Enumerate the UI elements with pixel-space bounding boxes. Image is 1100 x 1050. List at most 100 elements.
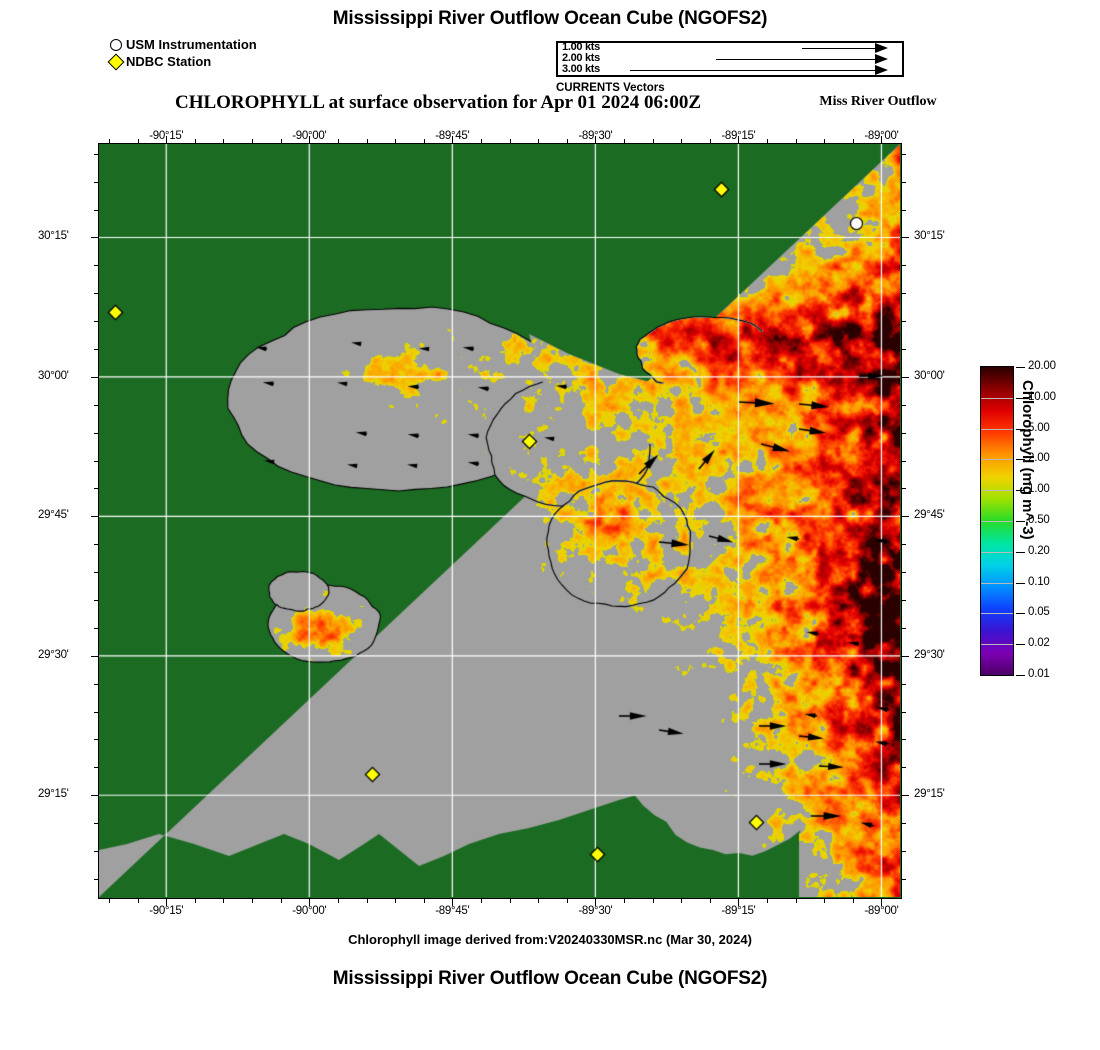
axis-tick [881,136,883,143]
axis-tick [881,899,883,906]
lat-axis-label: 29°15' [914,788,945,801]
axis-tick [902,293,906,295]
axis-tick [902,683,906,685]
axis-tick [337,899,339,903]
axis-tick [902,544,906,546]
axis-tick [738,899,740,906]
axis-tick [91,376,98,378]
axis-tick [902,321,906,323]
lon-axis-label: -89°45' [435,130,470,142]
colorbar-separator [981,551,1013,553]
axis-tick [902,460,906,462]
vector-legend-row-3: 3.00 kts [558,63,902,76]
colorbar-separator [981,521,1013,522]
axis-tick [252,899,254,903]
colorbar-separator [981,613,1013,615]
lat-axis-label: 29°30' [914,648,945,661]
colorbar-separator [981,428,1013,430]
lon-axis-label: -89°00' [864,130,899,142]
axis-tick [902,376,909,378]
axis-tick [452,899,454,906]
currents-vector-legend: 1.00 kts 2.00 kts 3.00 kts [556,41,904,77]
axis-tick [194,899,196,903]
axis-tick [166,136,168,143]
vector-shaft-icon [716,59,875,60]
axis-tick [166,899,168,906]
axis-tick [709,899,711,903]
chlorophyll-raster [99,144,900,897]
lat-axis-label: 30°15' [914,230,945,243]
vector-legend-label-3: 3.00 kts [562,63,600,75]
colorbar-tick [1016,675,1025,676]
axis-tick [623,899,625,903]
vector-legend-label-1: 1.00 kts [562,41,600,53]
vector-shaft-icon [630,70,875,71]
vector-arrowhead-icon [875,65,888,75]
axis-tick [795,899,797,903]
axis-tick [366,899,368,903]
axis-tick [902,516,909,518]
vector-legend-label-2: 2.00 kts [562,52,600,64]
colorbar-axis-label: Chlorophyll (mg m^-3) [1019,380,1036,540]
axis-tick [902,739,906,741]
axis-tick [423,899,425,903]
source-caption: Chlorophyll image derived from:V20240330… [348,932,752,947]
lon-axis-label: -89°30' [578,905,613,917]
axis-tick [902,878,906,880]
colorbar-separator [981,582,1013,584]
axis-tick [223,899,225,903]
axis-tick [902,181,906,183]
axis-tick [395,899,397,903]
colorbar-separator [981,490,1013,492]
axis-tick [902,237,909,239]
vector-arrowhead-icon [875,43,888,53]
lat-axis-label: 29°30' [38,648,69,661]
lat-axis-label: 29°15' [38,788,69,801]
colorbar-tick-label: 0.01 [1028,668,1050,680]
colorbar-separator [981,644,1013,646]
lon-axis-label: -89°30' [578,130,613,142]
axis-tick [309,136,311,143]
axis-tick [902,627,906,629]
lon-axis-label: -90°00' [292,130,327,142]
axis-tick [738,136,740,143]
legend-item-ndbc: NDBC Station [107,53,340,70]
subtitle-row: CHLOROPHYLL at surface observation for A… [98,92,937,114]
axis-tick [852,899,854,903]
colorbar-separator [981,459,1013,461]
axis-tick [280,899,282,903]
axis-tick [767,899,769,903]
lat-axis-label: 29°45' [914,509,945,522]
axis-tick [681,899,683,903]
legend-label-usm: USM Instrumentation [126,37,257,52]
axis-tick [902,823,906,825]
axis-tick [91,237,98,239]
vector-shaft-icon [802,48,875,49]
colorbar-tick-label: 20.00 [1028,360,1056,372]
lat-axis-label: 30°00' [38,369,69,382]
currents-legend-caption: CURRENTS Vectors [556,82,665,94]
axis-tick [480,899,482,903]
axis-tick [595,899,597,906]
axis-tick [309,899,311,906]
axis-tick [91,516,98,518]
lon-axis-label: -90°15' [149,905,184,917]
axis-tick [509,899,511,903]
axis-tick [566,899,568,903]
axis-tick [452,136,454,143]
axis-tick [109,899,111,903]
lat-axis-label: 30°00' [914,369,945,382]
circle-marker-icon [110,38,122,51]
axis-tick [902,711,906,713]
lon-axis-label: -89°15' [721,905,756,917]
axis-tick [902,851,906,853]
axis-tick [902,767,906,769]
axis-tick [902,795,909,797]
page-title: Mississippi River Outflow Ocean Cube (NG… [332,8,768,29]
axis-tick [902,432,906,434]
axis-tick [91,655,98,657]
colorbar-separator [981,397,1013,399]
axis-tick [902,153,906,155]
map-plot-area[interactable] [98,143,902,899]
station-legend: USM Instrumentation NDBC Station [107,36,340,70]
